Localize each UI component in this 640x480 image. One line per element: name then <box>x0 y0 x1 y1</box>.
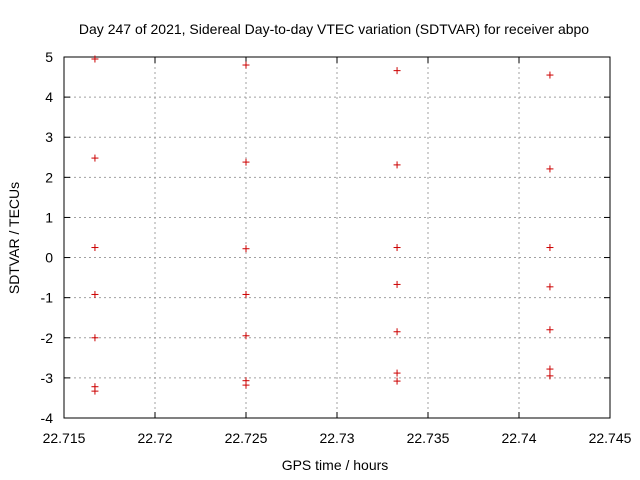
data-point <box>91 334 99 342</box>
x-tick-label: 22.735 <box>407 430 450 446</box>
y-tick-label: 4 <box>45 89 53 105</box>
data-point <box>91 55 99 63</box>
x-tick-label: 22.72 <box>137 430 172 446</box>
data-point <box>546 326 554 334</box>
data-point <box>91 244 99 252</box>
x-axis-label: GPS time / hours <box>282 457 389 473</box>
y-tick-label: 0 <box>45 250 53 266</box>
y-tick-label: 5 <box>45 49 53 65</box>
data-point <box>91 290 99 298</box>
data-point <box>546 244 554 252</box>
data-point <box>91 154 99 162</box>
data-point <box>546 165 554 173</box>
data-point <box>546 365 554 373</box>
data-point <box>393 161 401 169</box>
data-point <box>546 372 554 380</box>
data-point <box>242 245 250 253</box>
x-tick-label: 22.74 <box>501 430 536 446</box>
y-tick-label: -2 <box>41 330 54 346</box>
data-point <box>242 290 250 298</box>
grid-lines <box>64 57 610 418</box>
data-point <box>393 244 401 252</box>
x-tick-labels: 22.715 22.72 22.725 22.73 22.735 22.74 22.745 <box>43 430 632 446</box>
data-point <box>393 369 401 377</box>
data-point <box>242 158 250 166</box>
data-point <box>393 377 401 385</box>
data-point <box>546 283 554 291</box>
y-tick-label: 3 <box>45 129 53 145</box>
x-tick-label: 22.745 <box>589 430 632 446</box>
data-point <box>546 71 554 79</box>
data-point <box>91 387 99 395</box>
y-tick-label: 2 <box>45 169 53 185</box>
y-tick-label: -3 <box>41 370 54 386</box>
y-tick-label: 1 <box>45 209 53 225</box>
y-tick-label: -1 <box>41 290 54 306</box>
y-axis-label: SDTVAR / TECUs <box>6 182 22 294</box>
chart-title: Day 247 of 2021, Sidereal Day-to-day VTE… <box>79 21 589 37</box>
x-tick-label: 22.725 <box>225 430 268 446</box>
x-tick-label: 22.715 <box>43 430 86 446</box>
data-point <box>393 328 401 336</box>
data-point <box>393 280 401 288</box>
data-point <box>393 67 401 75</box>
data-point <box>242 332 250 340</box>
data-point <box>242 61 250 69</box>
data-points <box>91 55 554 395</box>
data-point <box>242 381 250 389</box>
y-tick-label: -4 <box>41 410 54 426</box>
x-tick-label: 22.73 <box>319 430 354 446</box>
y-tick-labels: -4 -3 -2 -1 0 1 2 3 4 5 <box>41 49 54 426</box>
